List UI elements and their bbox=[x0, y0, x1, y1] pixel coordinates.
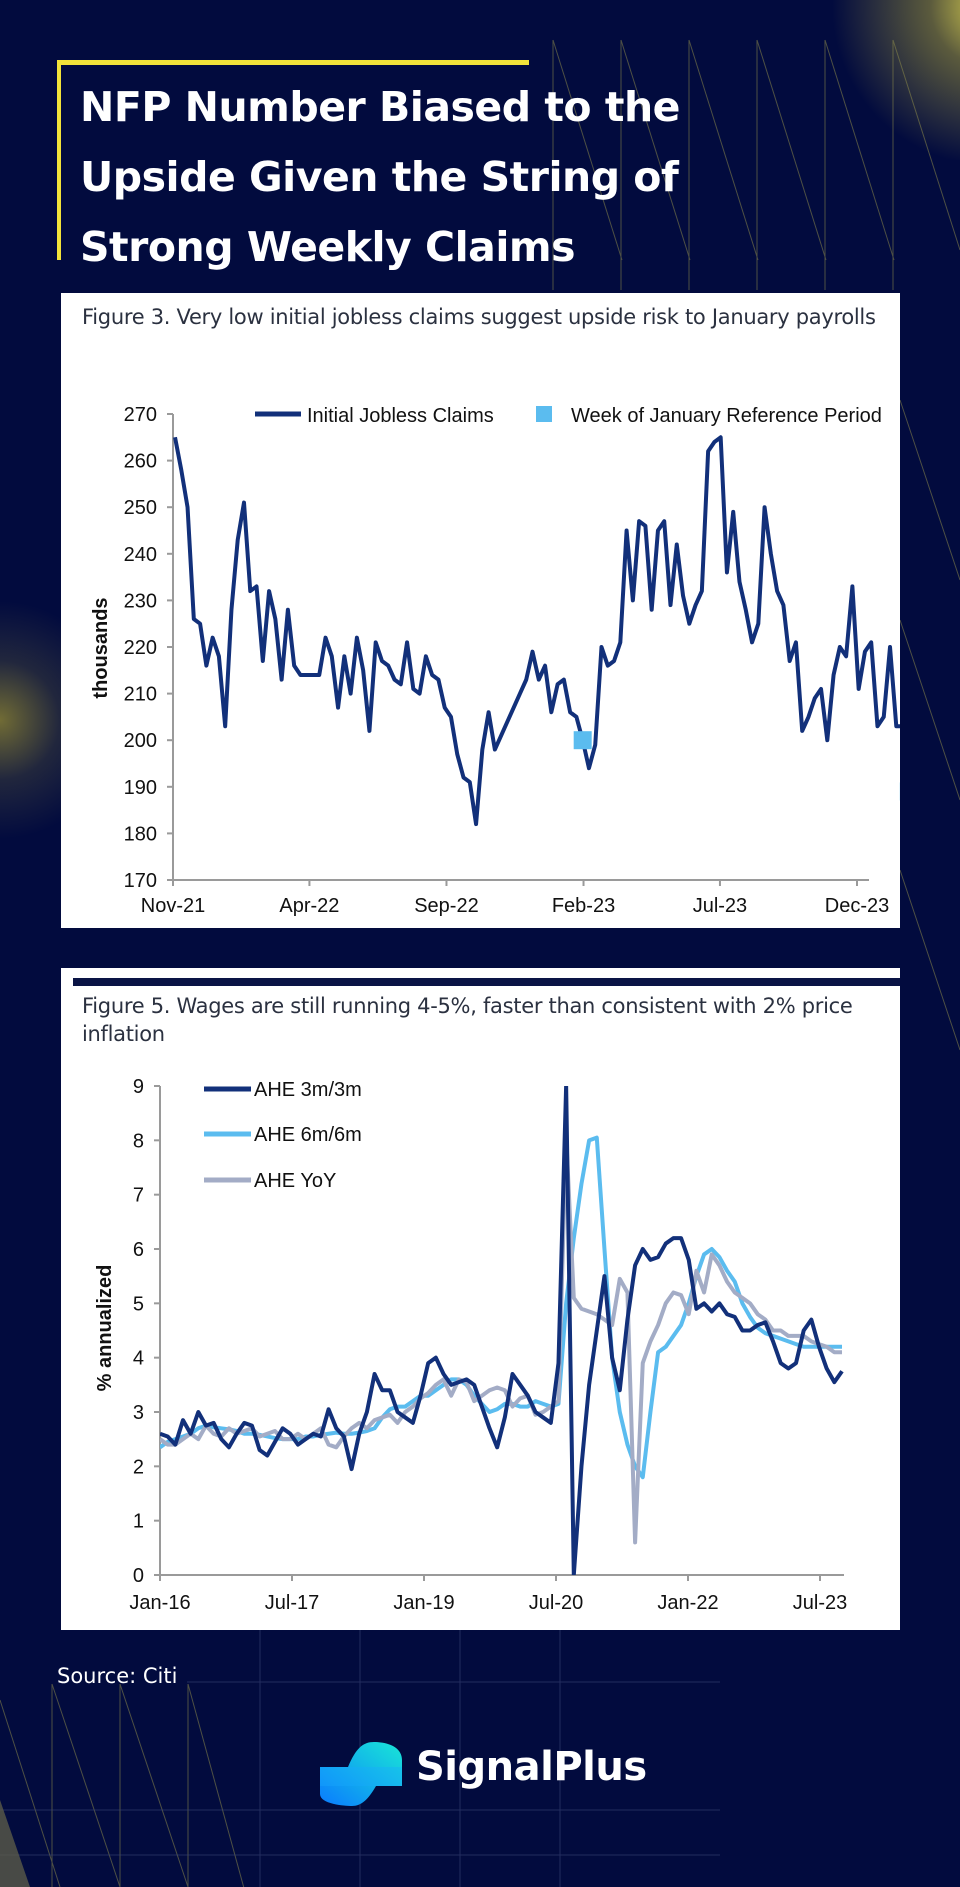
x-tick-label: Apr-22 bbox=[279, 895, 339, 917]
series-line-initial-jobless-claims bbox=[173, 435, 900, 827]
y-tick-label: 4 bbox=[133, 1348, 144, 1370]
legend-label: AHE 6m/6m bbox=[254, 1124, 362, 1146]
figure-3-chart: 170 180 190 200 210 220 230 240 250 260 270 Nov-21 A… bbox=[90, 404, 900, 917]
legend-marker-reference bbox=[536, 406, 552, 422]
y-tick-label: 250 bbox=[124, 497, 157, 519]
figure-5-title: Figure 5. Wages are still running 4-5%, … bbox=[82, 994, 853, 1046]
y-tick-label: 5 bbox=[133, 1293, 144, 1315]
source-note: Source: Citi bbox=[57, 1664, 178, 1688]
signalplus-logo-icon bbox=[320, 1742, 402, 1806]
figure-5-top-bar bbox=[73, 978, 900, 986]
series-line-ahe-yoy bbox=[160, 1132, 842, 1545]
y-tick-label: 230 bbox=[124, 590, 157, 612]
y-tick-label: 200 bbox=[124, 730, 157, 752]
y-tick-label: 8 bbox=[133, 1130, 144, 1152]
y-tick-label: 0 bbox=[133, 1565, 144, 1587]
reference-marker bbox=[573, 731, 592, 750]
y-tick-label: 240 bbox=[124, 544, 157, 566]
glow-top-right bbox=[800, 0, 960, 160]
y-tick-label: 180 bbox=[124, 823, 157, 845]
y-tick-label: 6 bbox=[133, 1239, 144, 1261]
title-accent-frame bbox=[57, 60, 529, 260]
y-tick-label: 270 bbox=[124, 404, 157, 426]
x-tick-label: Jan-22 bbox=[657, 1592, 718, 1614]
y-axis-label: % annualized bbox=[94, 1265, 116, 1392]
series-line-ahe-6m-6m bbox=[160, 1135, 842, 1480]
series-line-ahe-3m-3m bbox=[160, 1086, 844, 1575]
legend-label-reference: Week of January Reference Period bbox=[571, 405, 882, 427]
y-tick-label: 220 bbox=[124, 637, 157, 659]
title-accent-top bbox=[57, 60, 529, 65]
figure-3-title: Figure 3. Very low initial jobless claim… bbox=[82, 305, 876, 329]
x-tick-label: Dec-23 bbox=[825, 895, 889, 917]
signalplus-logo-text: SignalPlus bbox=[416, 1744, 647, 1790]
legend-label-claims: Initial Jobless Claims bbox=[307, 405, 494, 427]
signalplus-logo: SignalPlus bbox=[318, 1738, 648, 1806]
x-tick-label: Jul-23 bbox=[793, 1592, 847, 1614]
x-tick-label: Sep-22 bbox=[414, 895, 479, 917]
y-tick-label: 170 bbox=[124, 870, 157, 892]
y-tick-label: 190 bbox=[124, 777, 157, 799]
x-tick-label: Nov-21 bbox=[141, 895, 205, 917]
y-tick-label: 210 bbox=[124, 684, 157, 706]
page-title: NFP Number Biased to the Upside Given th… bbox=[80, 83, 680, 271]
y-tick-label: 2 bbox=[133, 1456, 144, 1478]
y-tick-label: 1 bbox=[133, 1511, 144, 1533]
figure-5-card: Figure 5. Wages are still running 4-5%, … bbox=[61, 968, 900, 1630]
y-tick-label: 9 bbox=[133, 1076, 144, 1098]
y-tick-label: 7 bbox=[133, 1185, 144, 1207]
y-tick-label: 260 bbox=[124, 451, 157, 473]
title-accent-left bbox=[57, 60, 61, 260]
x-tick-label: Jul-23 bbox=[693, 895, 747, 917]
y-axis-label: thousands bbox=[90, 597, 112, 698]
legend-label: AHE YoY bbox=[254, 1170, 336, 1192]
figure-5-chart: 0 1 2 3 4 5 6 7 8 9 Jan-16 Jul-17 Jan-19 Jul-20 Jan-22… bbox=[94, 1076, 847, 1614]
x-tick-label: Jul-20 bbox=[529, 1592, 583, 1614]
figure-3-card: Figure 3. Very low initial jobless claim… bbox=[61, 293, 900, 928]
legend-label: AHE 3m/3m bbox=[254, 1079, 362, 1101]
x-tick-label: Feb-23 bbox=[552, 895, 615, 917]
x-tick-label: Jan-19 bbox=[393, 1592, 454, 1614]
x-tick-label: Jul-17 bbox=[265, 1592, 319, 1614]
x-tick-label: Jan-16 bbox=[129, 1592, 190, 1614]
y-tick-label: 3 bbox=[133, 1402, 144, 1424]
